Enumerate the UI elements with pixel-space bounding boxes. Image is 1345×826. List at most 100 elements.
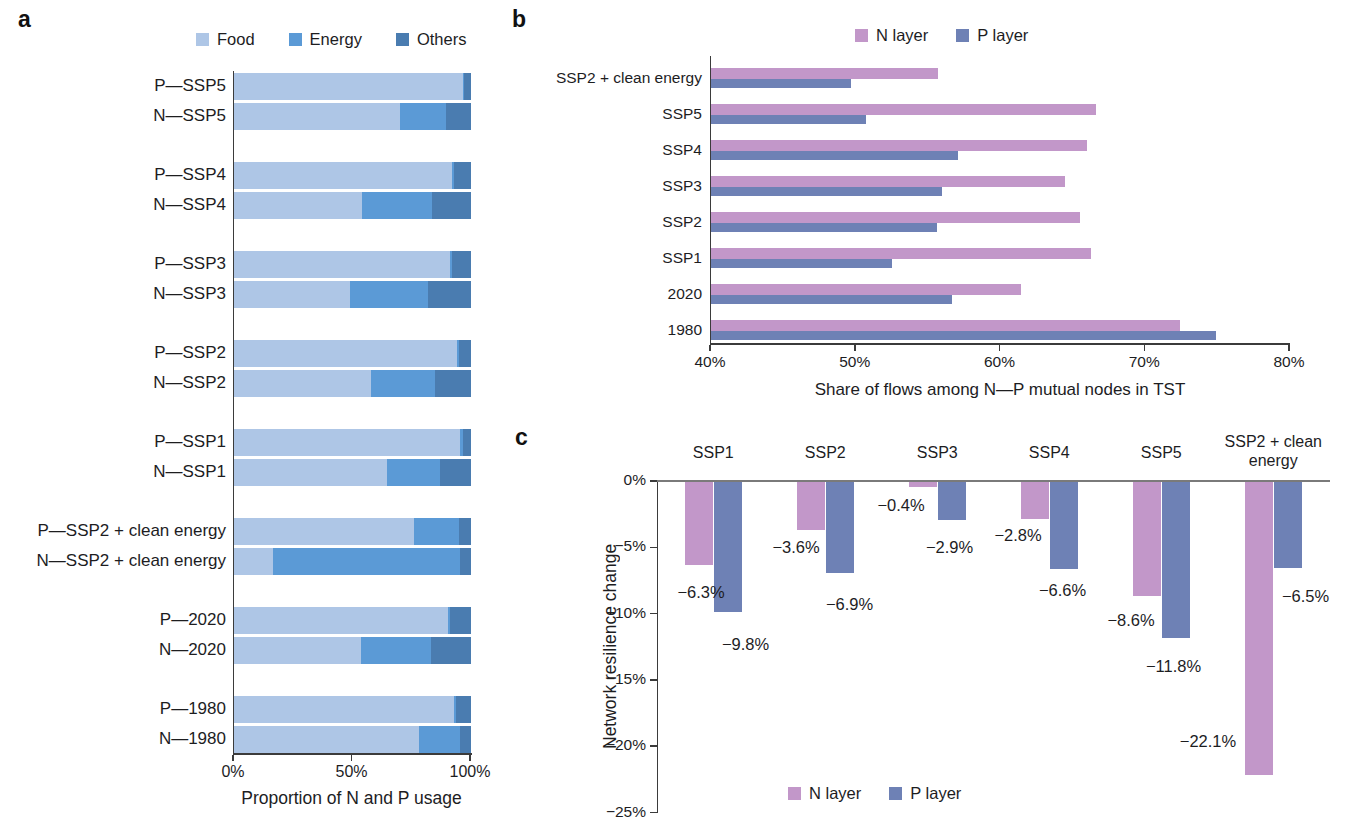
bar-segment-food [234,696,454,723]
n-layer-bar-SSP4 [711,140,1087,151]
stacked-bar-P—SSP5 [234,73,471,100]
p-layer-bar-2020 [711,295,953,304]
figure-n-p-networks: a FoodEnergyOthers P—SSP5N—SSP5P—SSP4N—S… [0,0,1345,826]
panel-b-y-axis-line [710,56,712,344]
bar-segment-food [234,103,400,130]
x-tick-label: 70% [1109,353,1179,371]
legend-swatch-icon [196,33,209,46]
panel-b: b N layerP layer SSP2 + clean energySSP5… [500,0,1345,420]
panel-c-y-axis-title: Network resilience change [600,481,621,812]
panel-c-zero-line [653,480,1330,482]
legend-item-others: Others [396,30,467,49]
legend-label: Energy [310,30,362,49]
group-header-SSP3: SSP3 [881,443,993,462]
bar-segment-others [464,73,471,100]
n-layer-bar-SSP1 [711,248,1092,259]
stacked-bar-P—SSP2+cleanenergy [234,518,471,545]
bar-segment-food [234,429,460,456]
legend-label: N layer [809,784,861,803]
panel-a-x-axis-title: Proportion of N and P usage [233,788,470,809]
bar-segment-food [234,192,362,219]
panel-c: c Network resilience change 0%−5%−10%−15… [500,420,1345,826]
p-layer-bar-SSP5 [711,115,866,124]
stacked-bar-P—2020 [234,607,471,634]
x-tick-label: 100% [435,763,505,781]
row-label-N—SSP2: N—SSP2 [0,371,226,395]
p-layer-bar-1980 [711,331,1216,340]
category-label-SSP2+cleanenergy: SSP2 + clean energy [500,67,702,89]
n-layer-bar-SSP2+cleanenergy [1245,482,1273,775]
group-header-SSP2+cleanenergy: SSP2 + clean energy [1217,432,1329,470]
x-tick-mark [999,345,1001,351]
y-tick-label: −5% [586,537,646,555]
panel-c-letter: c [515,424,528,451]
bar-segment-others [428,281,471,308]
n-layer-bar-SSP5 [711,104,1096,115]
bar-segment-energy [387,459,440,486]
p-layer-bar-SSP3 [711,187,943,196]
x-tick-mark [469,755,471,761]
n-layer-bar-SSP2 [711,212,1080,223]
stacked-bar-N—SSP4 [234,192,471,219]
legend-label: P layer [910,784,961,803]
bar-segment-others [446,103,471,130]
bar-segment-others [456,696,471,723]
category-label-SSP5: SSP5 [500,103,702,125]
row-label-P—2020: P—2020 [0,608,226,632]
bar-segment-food [234,607,448,634]
p-layer-bar-SSP4 [711,151,959,160]
legend-label: Others [417,30,467,49]
bar-segment-others [454,162,471,189]
n-layer-bar-SSP5 [1133,482,1161,596]
bar-segment-others [450,607,471,634]
stacked-bar-N—SSP1 [234,459,471,486]
x-tick-mark [709,345,711,351]
bar-segment-food [234,518,414,545]
stacked-bar-P—SSP3 [234,251,471,278]
row-label-N—SSP1: N—SSP1 [0,460,226,484]
stacked-bar-N—SSP2+cleanenergy [234,548,471,575]
bar-segment-food [234,370,371,397]
n-layer-bar-SSP1 [685,482,713,566]
x-tick-mark [854,345,856,351]
stacked-bar-N—1980 [234,726,471,753]
panel-a-letter: a [18,6,31,33]
bar-segment-energy [362,192,432,219]
x-tick-mark [1144,345,1146,351]
bar-segment-others [459,340,471,367]
legend-label: Food [217,30,255,49]
category-label-SSP4: SSP4 [500,139,702,161]
row-label-N—1980: N—1980 [0,727,226,751]
bar-segment-energy [361,637,431,664]
row-label-P—SSP1: P—SSP1 [0,430,226,454]
n-layer-bar-SSP4 [1021,482,1049,519]
n-layer-value-label: −3.6% [756,538,836,557]
legend-swatch-icon [788,787,801,800]
stacked-bar-N—SSP3 [234,281,471,308]
legend-label: P layer [977,26,1028,45]
y-tick-mark [650,480,657,482]
n-layer-bar-SSP3 [711,176,1066,187]
y-tick-label: −20% [586,736,646,754]
row-label-P—SSP5: P—SSP5 [0,74,226,98]
y-tick-label: −10% [586,604,646,622]
stacked-bar-N—2020 [234,637,471,664]
p-layer-value-label: −6.9% [810,595,890,614]
x-tick-label: 80% [1254,353,1324,371]
y-tick-mark [650,745,657,747]
p-layer-bar-SSP2+cleanenergy [1274,482,1302,568]
y-tick-label: 0% [586,471,646,489]
x-tick-label: 40% [675,353,745,371]
x-tick-mark [232,755,234,761]
x-tick-label: 50% [317,763,387,781]
row-label-N—2020: N—2020 [0,638,226,662]
bar-segment-others [452,251,471,278]
p-layer-bar-SSP2+cleanenergy [711,79,851,88]
legend-swatch-icon [396,33,409,46]
legend-item-p-layer: P layer [956,26,1028,45]
x-tick-label: 60% [965,353,1035,371]
group-header-SSP5: SSP5 [1105,443,1217,462]
n-layer-bar-2020 [711,284,1021,295]
legend-item-p-layer: P layer [889,784,961,803]
stacked-bar-N—SSP2 [234,370,471,397]
